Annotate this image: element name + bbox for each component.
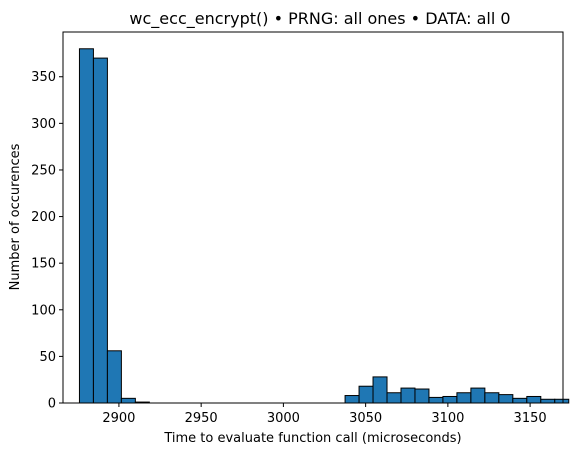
histogram-bar <box>429 397 443 403</box>
histogram-bar <box>471 388 485 403</box>
x-axis: 2900 2950 3000 3050 3100 3150 <box>102 403 546 426</box>
x-tick-label: 3150 <box>514 411 547 426</box>
histogram-bar <box>513 398 527 403</box>
histogram-bar <box>121 398 135 403</box>
histogram-bar <box>499 395 513 403</box>
y-tick-label: 200 <box>31 210 56 225</box>
histogram-bar <box>443 396 457 403</box>
histogram-bar <box>541 399 555 403</box>
chart-title: wc_ecc_encrypt() • PRNG: all ones • DATA… <box>129 9 510 29</box>
histogram-bar <box>79 49 93 403</box>
histogram-bar <box>359 386 373 403</box>
x-tick-label: 3000 <box>267 411 300 426</box>
histogram-bar <box>485 393 499 403</box>
histogram-bar <box>373 377 387 403</box>
plot-frame <box>63 32 563 403</box>
y-tick-label: 0 <box>48 397 56 412</box>
histogram-bar <box>415 389 429 403</box>
y-tick-label: 50 <box>39 350 56 365</box>
x-axis-label: Time to evaluate function call (microsec… <box>163 431 461 446</box>
histogram-bar <box>107 351 121 403</box>
x-tick-label: 3050 <box>349 411 382 426</box>
histogram-bar <box>387 393 401 403</box>
x-tick-label: 2900 <box>102 411 135 426</box>
histogram-bar <box>457 393 471 403</box>
y-axis-label: Number of occurences <box>8 143 23 290</box>
histogram-bar <box>93 58 107 403</box>
y-axis: 0 50 100 150 200 250 300 350 <box>31 70 63 411</box>
y-tick-label: 250 <box>31 163 56 178</box>
y-tick-label: 350 <box>31 70 56 85</box>
histogram-bar <box>401 388 415 403</box>
y-tick-label: 100 <box>31 303 56 318</box>
histogram-bar <box>527 396 541 403</box>
histogram-bar <box>345 396 359 403</box>
bars-group <box>79 49 568 403</box>
x-tick-label: 3100 <box>431 411 464 426</box>
y-tick-label: 300 <box>31 117 56 132</box>
y-tick-label: 150 <box>31 257 56 272</box>
histogram-bar <box>555 399 569 403</box>
x-tick-label: 2950 <box>185 411 218 426</box>
